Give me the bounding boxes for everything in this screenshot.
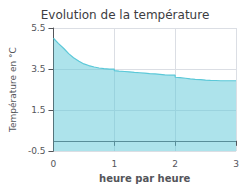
svg-text:Température en °C: Température en °C — [8, 47, 18, 133]
svg-text:0: 0 — [51, 159, 57, 169]
svg-text:2: 2 — [172, 159, 178, 169]
svg-text:-0.5: -0.5 — [28, 146, 46, 156]
svg-text:5.5: 5.5 — [31, 23, 45, 33]
svg-text:1: 1 — [111, 159, 117, 169]
svg-text:3.5: 3.5 — [31, 64, 45, 74]
svg-text:Evolution de la température: Evolution de la température — [41, 8, 210, 22]
svg-text:3: 3 — [233, 159, 239, 169]
svg-text:heure par heure: heure par heure — [99, 173, 190, 184]
svg-text:1.5: 1.5 — [31, 105, 45, 115]
